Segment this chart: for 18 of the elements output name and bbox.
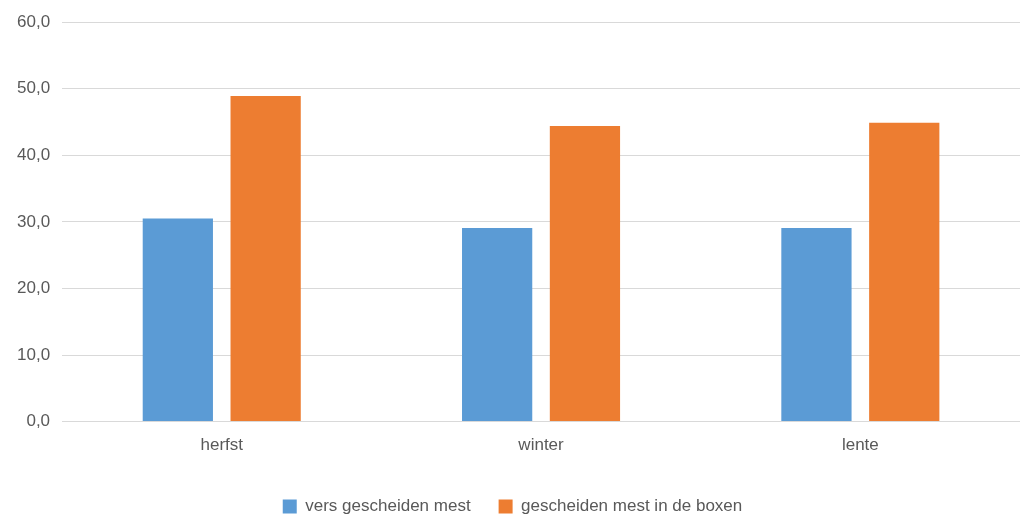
y-tick-label: 40,0 bbox=[16, 145, 51, 165]
y-tick-label: 10,0 bbox=[16, 344, 51, 364]
bar bbox=[230, 96, 301, 422]
legend-label: vers gescheiden mest bbox=[305, 496, 471, 516]
x-tick-label: lente bbox=[841, 435, 879, 455]
y-tick-label: 0,0 bbox=[26, 411, 51, 431]
y-tick-label: 50,0 bbox=[16, 78, 51, 98]
bar bbox=[549, 126, 621, 422]
bar bbox=[781, 227, 852, 422]
y-tick-label: 30,0 bbox=[16, 211, 51, 231]
bar bbox=[142, 218, 213, 422]
bar bbox=[869, 122, 940, 422]
x-tick-label: winter bbox=[517, 435, 565, 455]
bar bbox=[462, 227, 533, 422]
legend-label: gescheiden mest in de boxen bbox=[521, 496, 743, 516]
y-tick-label: 60,0 bbox=[16, 11, 51, 31]
y-tick-label: 20,0 bbox=[16, 278, 51, 298]
x-tick-label: herfst bbox=[200, 435, 244, 455]
